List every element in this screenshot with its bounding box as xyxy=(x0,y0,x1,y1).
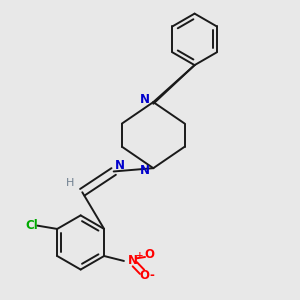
Text: N: N xyxy=(140,164,150,177)
Text: O: O xyxy=(144,248,154,261)
Text: N: N xyxy=(128,254,138,268)
Text: N: N xyxy=(115,159,124,172)
Text: H: H xyxy=(66,178,74,188)
Text: -: - xyxy=(149,269,154,282)
Text: N: N xyxy=(140,93,150,106)
Text: +: + xyxy=(136,250,144,260)
Text: Cl: Cl xyxy=(25,219,38,232)
Text: O: O xyxy=(140,269,150,282)
